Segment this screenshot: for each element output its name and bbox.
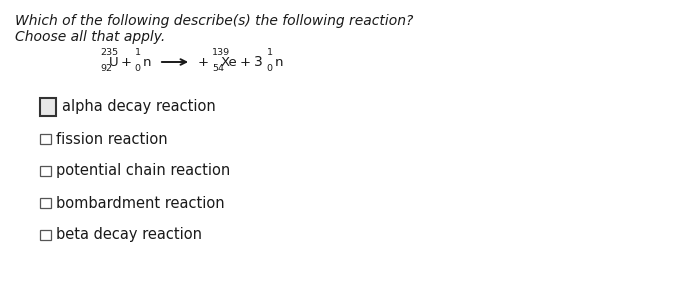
Text: 235: 235	[100, 48, 118, 57]
Text: 139: 139	[212, 48, 230, 57]
Text: 54: 54	[212, 64, 224, 73]
Text: Xe: Xe	[221, 55, 237, 69]
Bar	[40, 166, 51, 176]
Text: Choose all that apply.: Choose all that apply.	[15, 30, 165, 44]
Text: beta decay reaction: beta decay reaction	[57, 227, 202, 242]
Text: +: +	[120, 55, 132, 69]
Text: fission reaction: fission reaction	[57, 131, 168, 147]
Text: bombardment reaction: bombardment reaction	[57, 196, 225, 211]
Text: 0: 0	[135, 64, 141, 73]
Bar	[40, 230, 51, 240]
Text: U: U	[109, 55, 118, 69]
Bar	[40, 198, 51, 208]
Text: 92: 92	[100, 64, 112, 73]
Text: 1: 1	[266, 48, 273, 57]
Text: +: +	[198, 55, 209, 69]
Text: 1: 1	[135, 48, 141, 57]
Text: Which of the following describe(s) the following reaction?: Which of the following describe(s) the f…	[15, 14, 413, 28]
Text: potential chain reaction: potential chain reaction	[57, 164, 231, 178]
Text: n: n	[143, 55, 152, 69]
Text: 0: 0	[266, 64, 273, 73]
Text: +: +	[240, 55, 251, 69]
Bar	[40, 134, 51, 144]
Bar	[40, 98, 55, 116]
Text: alpha decay reaction: alpha decay reaction	[61, 100, 215, 114]
Text: 3: 3	[253, 55, 262, 69]
Text: n: n	[275, 55, 283, 69]
